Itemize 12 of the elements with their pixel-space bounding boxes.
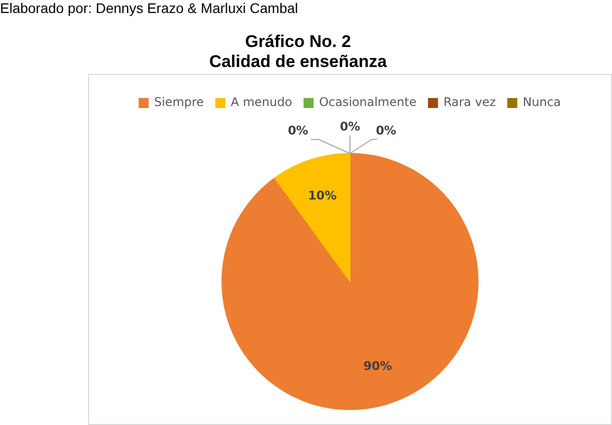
legend-label: Nunca bbox=[522, 95, 561, 110]
text: 0% bbox=[288, 124, 308, 138]
legend-label: A menudo bbox=[230, 95, 292, 110]
legend-label: Ocasionalmente bbox=[319, 95, 416, 110]
text: 0% bbox=[376, 124, 396, 138]
legend-label: Rara vez bbox=[443, 95, 496, 110]
data-label: 10% bbox=[308, 188, 337, 202]
data-label: 90% bbox=[363, 358, 392, 373]
chart-title: Gráfico No. 2 Calidad de enseñanza bbox=[208, 32, 388, 72]
text: 0% bbox=[340, 120, 360, 134]
text: Elaborado por: Dennys Erazo & Marluxi Cambal bbox=[0, 0, 298, 16]
legend-label: Siempre bbox=[154, 95, 204, 110]
